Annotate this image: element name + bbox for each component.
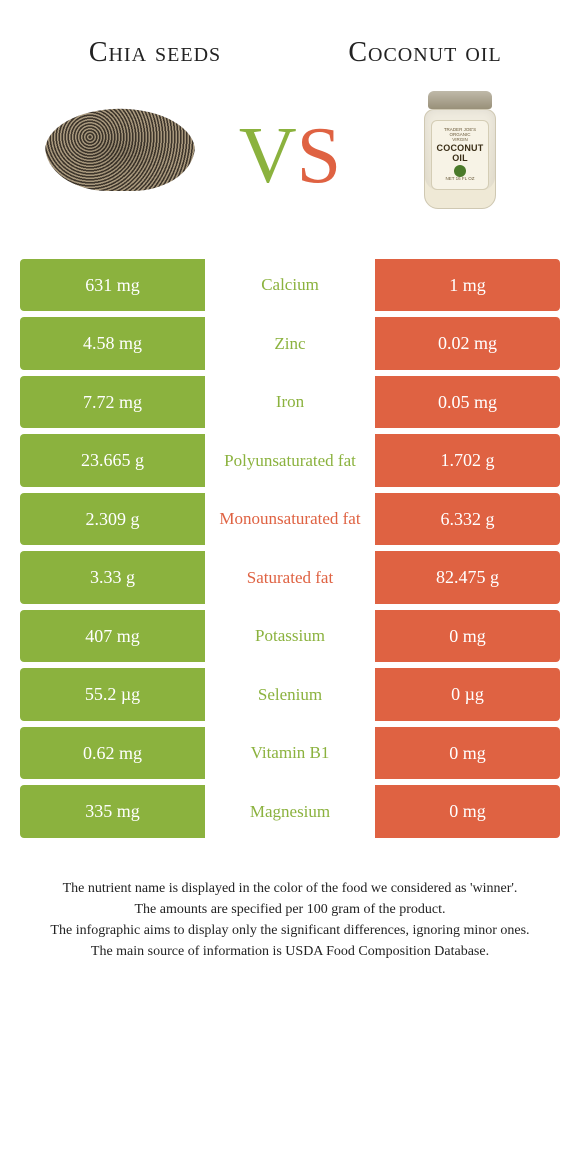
left-value: 4.58 mg [20, 317, 205, 370]
left-value: 3.33 g [20, 551, 205, 604]
left-title: Chia seeds [20, 38, 290, 69]
left-value: 2.309 g [20, 493, 205, 546]
right-value: 0 mg [375, 785, 560, 838]
nutrient-label: Calcium [205, 259, 375, 312]
table-row: 407 mgPotassium0 mg [20, 610, 560, 663]
right-value: 0.05 mg [375, 376, 560, 429]
nutrient-label: Saturated fat [205, 551, 375, 604]
product-row: VS TRADER JOE'S ORGANIC VIRGIN COCONUT O… [0, 79, 580, 249]
left-value: 631 mg [20, 259, 205, 312]
jar-icon: TRADER JOE'S ORGANIC VIRGIN COCONUT OIL … [420, 91, 500, 221]
right-title: Coconut oil [290, 38, 560, 69]
header-left: Chia seeds [20, 38, 290, 69]
left-value: 55.2 µg [20, 668, 205, 721]
coconut-oil-image: TRADER JOE'S ORGANIC VIRGIN COCONUT OIL … [380, 91, 540, 221]
vs-v: V [239, 112, 297, 200]
right-value: 6.332 g [375, 493, 560, 546]
table-row: 55.2 µgSelenium0 µg [20, 668, 560, 721]
table-row: 4.58 mgZinc0.02 mg [20, 317, 560, 370]
nutrient-label: Potassium [205, 610, 375, 663]
nutrient-label: Iron [205, 376, 375, 429]
chia-seeds-icon [45, 101, 195, 211]
comparison-table: 631 mgCalcium1 mg4.58 mgZinc0.02 mg7.72 … [20, 259, 560, 838]
nutrient-label: Polyunsaturated fat [205, 434, 375, 487]
right-value: 1.702 g [375, 434, 560, 487]
table-row: 2.309 gMonounsaturated fat6.332 g [20, 493, 560, 546]
right-value: 0 mg [375, 610, 560, 663]
header: Chia seeds Coconut oil [0, 0, 580, 79]
table-row: 0.62 mgVitamin B10 mg [20, 727, 560, 780]
footnote-line: The amounts are specified per 100 gram o… [30, 899, 550, 920]
footnote-line: The nutrient name is displayed in the co… [30, 878, 550, 899]
right-value: 0 µg [375, 668, 560, 721]
left-value: 407 mg [20, 610, 205, 663]
nutrient-label: Selenium [205, 668, 375, 721]
table-row: 7.72 mgIron0.05 mg [20, 376, 560, 429]
right-value: 82.475 g [375, 551, 560, 604]
vs-label: VS [239, 116, 341, 196]
table-row: 631 mgCalcium1 mg [20, 259, 560, 312]
nutrient-label: Monounsaturated fat [205, 493, 375, 546]
footnote-line: The main source of information is USDA F… [30, 941, 550, 962]
left-value: 335 mg [20, 785, 205, 838]
chia-seeds-image [40, 91, 200, 221]
table-row: 3.33 gSaturated fat82.475 g [20, 551, 560, 604]
left-value: 7.72 mg [20, 376, 205, 429]
nutrient-label: Zinc [205, 317, 375, 370]
header-right: Coconut oil [290, 38, 560, 69]
right-value: 1 mg [375, 259, 560, 312]
left-value: 23.665 g [20, 434, 205, 487]
jar-net: NET 16 FL OZ [445, 177, 474, 182]
vs-s: S [297, 112, 342, 200]
nutrient-label: Vitamin B1 [205, 727, 375, 780]
jar-big2: OIL [452, 153, 468, 163]
right-value: 0 mg [375, 727, 560, 780]
footnote-line: The infographic aims to display only the… [30, 920, 550, 941]
right-value: 0.02 mg [375, 317, 560, 370]
left-value: 0.62 mg [20, 727, 205, 780]
table-row: 335 mgMagnesium0 mg [20, 785, 560, 838]
table-row: 23.665 gPolyunsaturated fat1.702 g [20, 434, 560, 487]
footnotes: The nutrient name is displayed in the co… [30, 878, 550, 962]
nutrient-label: Magnesium [205, 785, 375, 838]
jar-big1: COCONUT [437, 143, 484, 153]
